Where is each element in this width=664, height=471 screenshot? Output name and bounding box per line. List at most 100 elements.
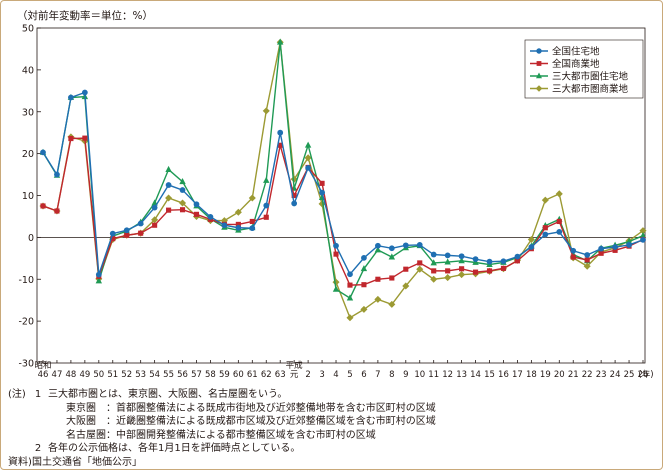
x-tick-label: 5 [347,370,352,380]
x-tick-label: 57 [191,370,202,380]
data-point [402,282,410,290]
y-tick-label: -10 [18,275,34,286]
x-tick-label: 18 [526,370,537,380]
data-point [319,189,325,196]
data-point [318,200,326,208]
data-point [262,107,270,115]
data-point [304,141,312,148]
x-tick-label: 12 [442,370,453,380]
data-point [220,217,228,225]
data-point [472,256,479,263]
x-tick-label: 49 [79,370,90,380]
data-point [536,72,542,79]
data-point [124,232,130,238]
data-point [500,265,507,271]
data-point [444,252,451,259]
data-point [82,135,88,141]
legend-label: 三大都市圏商業地 [552,83,629,95]
data-point [234,208,242,216]
y-unit-label: （対前年変動率＝単位：%） [17,10,153,22]
note-row: 資料)国土交通省「地価公示」 [8,456,436,470]
x-tick-label: 13 [456,370,467,380]
data-point [555,190,563,198]
era-label: 昭和 [34,361,51,371]
data-point [583,262,591,270]
x-tick-label: 60 [233,370,244,380]
data-point [458,253,465,260]
x-tick-label: 10 [414,370,425,380]
y-tick-label: -30 [18,359,34,370]
x-tick-label: 51 [107,370,118,380]
x-tick-label: 14 [470,370,481,380]
data-point [332,278,340,286]
data-point [375,242,381,249]
x-tick-label: 7 [375,370,380,380]
data-point [527,235,535,243]
data-point [68,94,74,101]
data-point [333,251,339,257]
x-tick-label: 3 [319,370,324,380]
data-point [430,251,437,258]
data-point [514,258,520,264]
y-tick-label: 20 [22,149,34,160]
data-point [500,258,507,265]
data-point [333,242,339,249]
data-point [40,149,46,156]
data-point [361,282,367,288]
data-point [612,244,618,250]
data-point [165,165,172,172]
data-point [165,194,173,202]
data-point [556,229,563,235]
data-point [346,314,354,322]
data-point [179,178,186,185]
data-point [584,257,590,263]
data-point [221,222,228,229]
y-tick-label: 30 [22,107,34,118]
x-tick-label: 元 [290,370,299,380]
data-point [444,274,452,282]
data-point [179,199,187,207]
data-point [346,294,354,301]
data-point [360,305,368,313]
legend-label: 三大都市圏住宅地 [552,71,629,83]
data-point [472,269,479,275]
note-row: 大阪圏 ：近畿圏整備法による既成都市区域及び近郊整備区域を含む市町村の区域 [8,415,436,429]
data-point [152,222,158,228]
series-group [39,38,647,322]
data-point [291,200,298,207]
x-tick-label: 22 [582,370,593,380]
data-point [598,245,605,252]
data-point [263,214,269,220]
data-point [151,216,159,224]
data-point [389,275,395,281]
note-number: 2 [34,443,42,455]
note-row: 東京圏 ：首都圏整備法による既成市街地及び近郊整備地帯を含む市区町村の区域 [8,402,436,416]
data-point [249,218,255,225]
data-point [193,201,200,208]
data-point [584,252,591,258]
x-tick-label: 59 [219,370,230,380]
x-tick-label: 16 [498,370,509,380]
data-point [459,266,465,272]
legend-label: 全国商業地 [552,58,600,70]
data-point [95,271,102,278]
x-tick-label: 24 [610,370,621,380]
data-point [347,271,353,278]
data-point [598,250,604,256]
data-point [542,231,549,238]
x-tick-label: 56 [177,370,188,380]
x-tick-label: 52 [121,370,132,380]
x-tick-label: 4 [333,370,338,380]
data-point [639,227,647,235]
x-tick-label: 2 [305,370,310,380]
data-point [137,220,144,227]
notes: (注) 1 三大都市圏とは、東京圏、大阪圏、名古屋圏をいう。 東京圏 ：首都圏整備法… [8,388,436,470]
data-point [375,276,381,282]
data-point [514,253,521,260]
x-tick-label: 21 [568,370,579,380]
data-point [305,164,311,171]
data-point [486,258,493,265]
